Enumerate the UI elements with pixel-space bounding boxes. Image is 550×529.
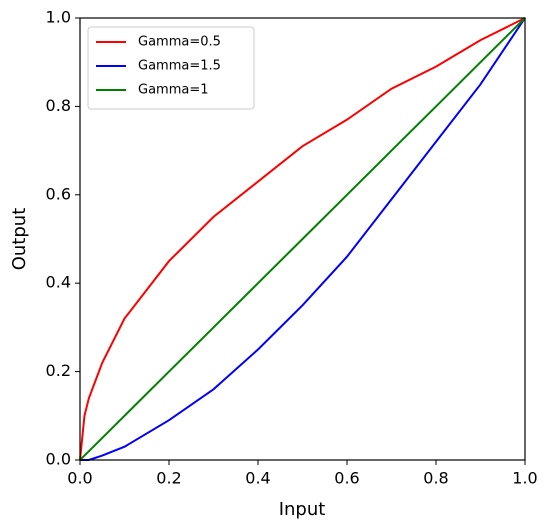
- series-line: [79, 17, 526, 461]
- y-axis-label: Output: [9, 208, 30, 271]
- plot-frame: [79, 17, 526, 461]
- x-tick-label: 0.8: [423, 469, 448, 488]
- y-tick-label: 0.6: [46, 184, 71, 203]
- series-line: [80, 17, 526, 461]
- y-tick-label: 0.2: [46, 361, 71, 380]
- y-tick-label: 0.0: [46, 450, 71, 469]
- y-tick-label: 1.0: [46, 8, 71, 27]
- x-axis-label: Input: [279, 499, 326, 520]
- x-tick-label: 0.4: [245, 469, 270, 488]
- legend-label: Gamma=1: [138, 83, 209, 98]
- legend-box: [87, 26, 255, 110]
- x-tick-label: 1.0: [512, 469, 537, 488]
- x-tick-label: 0.2: [156, 469, 181, 488]
- series-line: [79, 17, 526, 461]
- x-tick-label: 0.0: [67, 469, 92, 488]
- legend-label: Gamma=1.5: [138, 59, 221, 74]
- y-tick-label: 0.8: [46, 96, 71, 115]
- y-tick-label: 0.4: [46, 273, 71, 292]
- legend-label: Gamma=0.5: [138, 35, 221, 50]
- x-tick-label: 0.6: [334, 469, 359, 488]
